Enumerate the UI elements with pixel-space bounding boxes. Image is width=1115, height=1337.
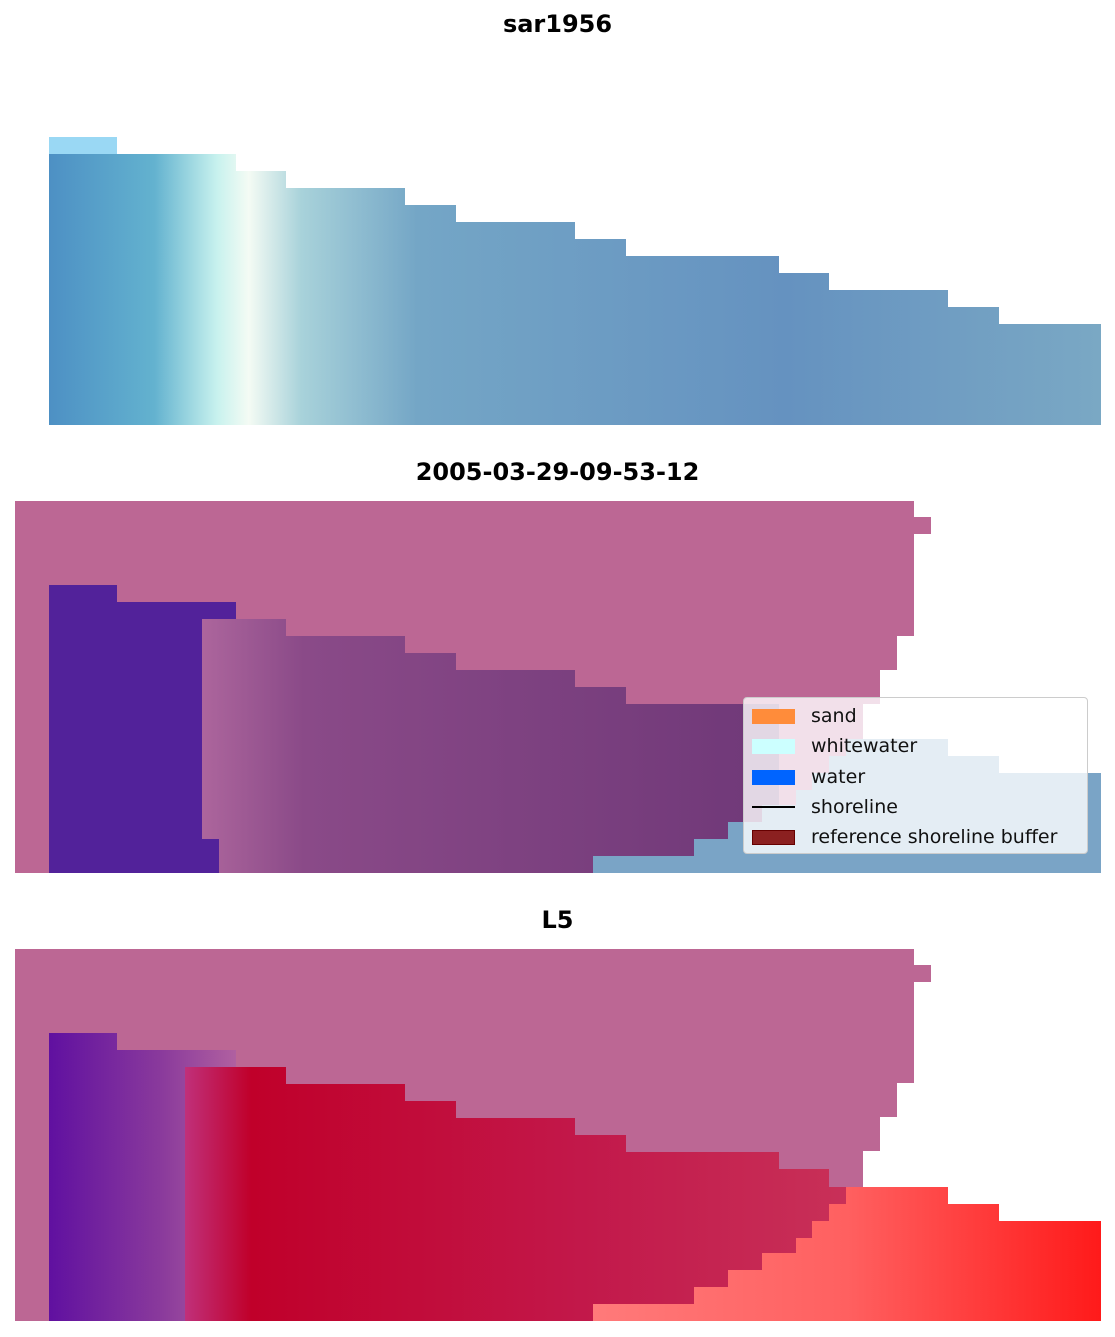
legend-label: sand (811, 705, 857, 727)
legend-label: whitewater (811, 735, 918, 757)
whitewater-swatch (752, 738, 795, 754)
legend-label: shoreline (811, 796, 898, 818)
buffer-swatch (752, 829, 795, 845)
legend-item-shoreline: shoreline (752, 796, 898, 818)
panel-title-2: 2005-03-29-09-53-12 (415, 458, 700, 486)
panel-title-1: sar1956 (502, 10, 613, 38)
light-red-region (593, 1187, 1101, 1321)
water-dark-region (49, 585, 236, 873)
legend-label: reference shoreline buffer (811, 826, 1058, 848)
legend-item-water: water (752, 766, 865, 788)
legend-item-whitewater: whitewater (752, 735, 917, 757)
legend-item-sand: sand (752, 705, 857, 727)
sand-swatch (752, 708, 795, 724)
legend-item-buffer: reference shoreline buffer (752, 826, 1057, 848)
mauve-region (185, 619, 779, 873)
legend-label: water (811, 766, 866, 788)
sar-pixel-highlight (49, 137, 117, 154)
shoreline-line (752, 806, 795, 808)
water-swatch (752, 769, 795, 785)
sar-image (49, 137, 1101, 425)
legend: sand whitewater water shoreline referenc… (743, 697, 1088, 854)
purple-region (49, 1033, 236, 1321)
red-region (185, 1050, 846, 1321)
panel-title-3: L5 (541, 906, 574, 934)
